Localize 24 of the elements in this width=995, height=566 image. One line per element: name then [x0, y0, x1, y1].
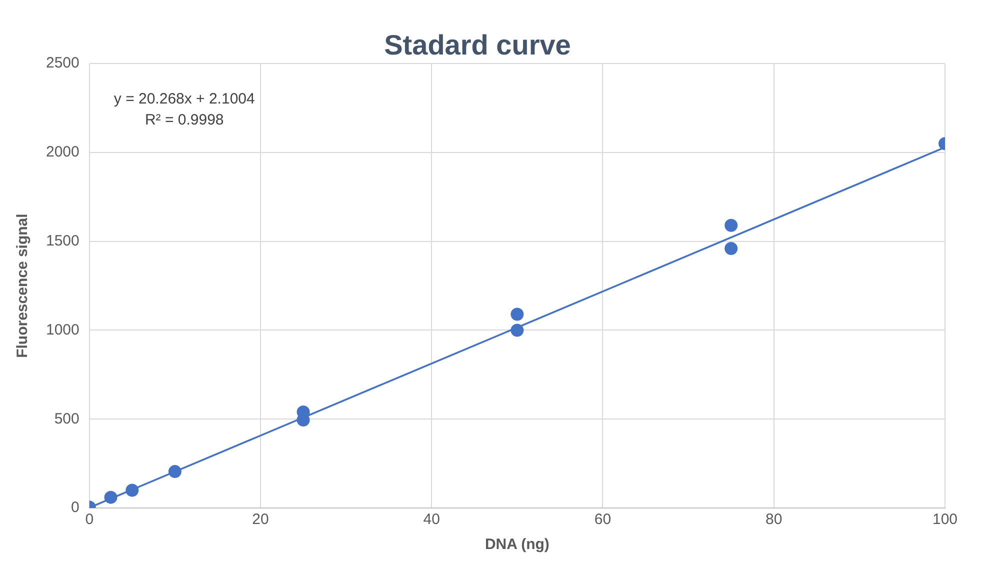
point — [510, 308, 524, 321]
annotation: y = 20.268x + 2.1004 — [114, 90, 255, 108]
y-tick-label: 2000 — [46, 144, 80, 161]
annotation: R² = 0.9998 — [144, 112, 224, 129]
y-tick-label: 1000 — [46, 321, 80, 338]
point — [168, 465, 182, 478]
x-tick-label: 60 — [594, 511, 612, 528]
point — [104, 490, 118, 504]
x-axis-title: DNA (ng) — [484, 536, 550, 554]
y-tick-label: 500 — [54, 410, 80, 428]
y-tick-label: 2500 — [46, 54, 80, 72]
x-tick-label: 100 — [932, 511, 958, 528]
x-tick-label: 0 — [85, 511, 94, 528]
x-tick-label: 40 — [423, 511, 440, 528]
x-tick-label: 20 — [252, 511, 269, 528]
y-axis-title: Fluorescence signal — [14, 214, 32, 358]
point — [510, 324, 524, 337]
chart-title: Stadard curve — [384, 30, 571, 61]
x-tick-label: 80 — [766, 511, 782, 528]
point — [724, 242, 738, 255]
y-tick-label: 0 — [71, 499, 80, 516]
y-tick-label: 1500 — [46, 232, 80, 250]
point — [126, 484, 139, 497]
point — [724, 218, 738, 232]
